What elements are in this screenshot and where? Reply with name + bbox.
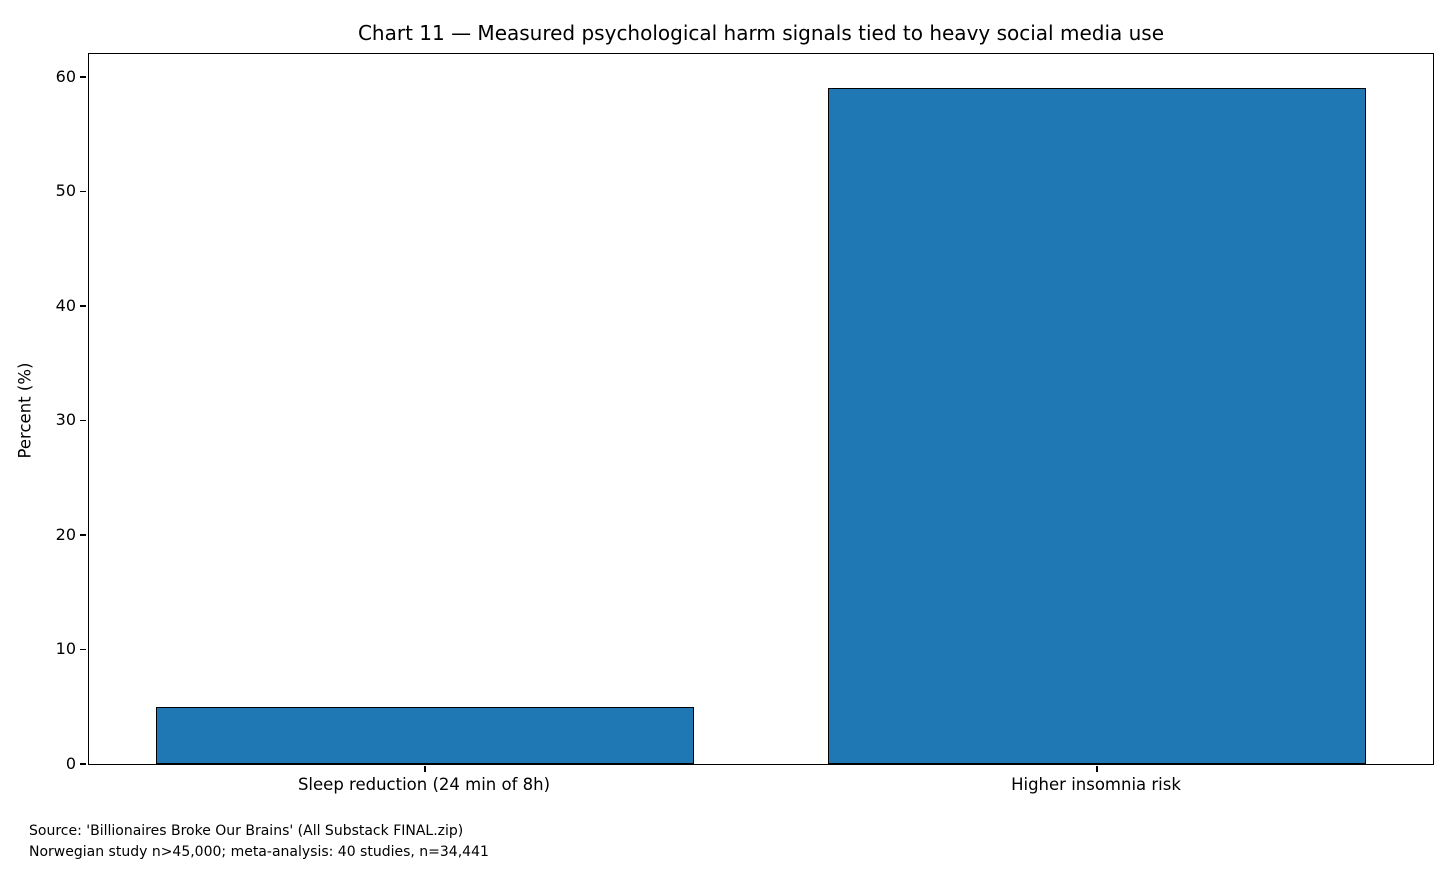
x-axis-tick — [1096, 765, 1098, 772]
y-axis-tick — [80, 305, 86, 307]
y-axis-tick-label: 20 — [55, 524, 76, 544]
source-line-1: Source: 'Billionaires Broke Our Brains' … — [29, 823, 464, 839]
chart-title: Chart 11 — Measured psychological harm s… — [357, 21, 1165, 45]
y-axis-tick-label: 60 — [55, 66, 76, 86]
x-axis-tick-label: Higher insomnia risk — [1011, 775, 1181, 794]
bar-2 — [828, 88, 1366, 764]
y-axis-tick — [80, 190, 86, 193]
x-axis-tick-label: Sleep reduction (24 min of 8h) — [297, 775, 551, 794]
x-axis-tick — [424, 765, 426, 772]
source-line-2: Norwegian study n>45,000; meta-analysis:… — [29, 844, 489, 860]
y-axis-tick — [80, 76, 86, 78]
y-axis-tick-label: 30 — [55, 410, 76, 430]
y-axis-tick-label: 50 — [55, 181, 76, 201]
y-axis-tick — [80, 419, 86, 422]
bar-1 — [156, 706, 694, 764]
y-axis-label: Percent (%) — [15, 362, 35, 459]
y-axis-tick — [80, 763, 86, 765]
source-note: Source: 'Billionaires Broke Our Brains' … — [29, 821, 489, 863]
y-axis-tick — [80, 534, 86, 536]
y-axis-tick — [80, 648, 86, 651]
y-axis-tick-label: 0 — [65, 754, 76, 773]
plot-area — [80, 53, 1434, 772]
y-axis-tick-label: 10 — [55, 639, 76, 659]
y-axis-tick-label: 40 — [55, 295, 76, 315]
